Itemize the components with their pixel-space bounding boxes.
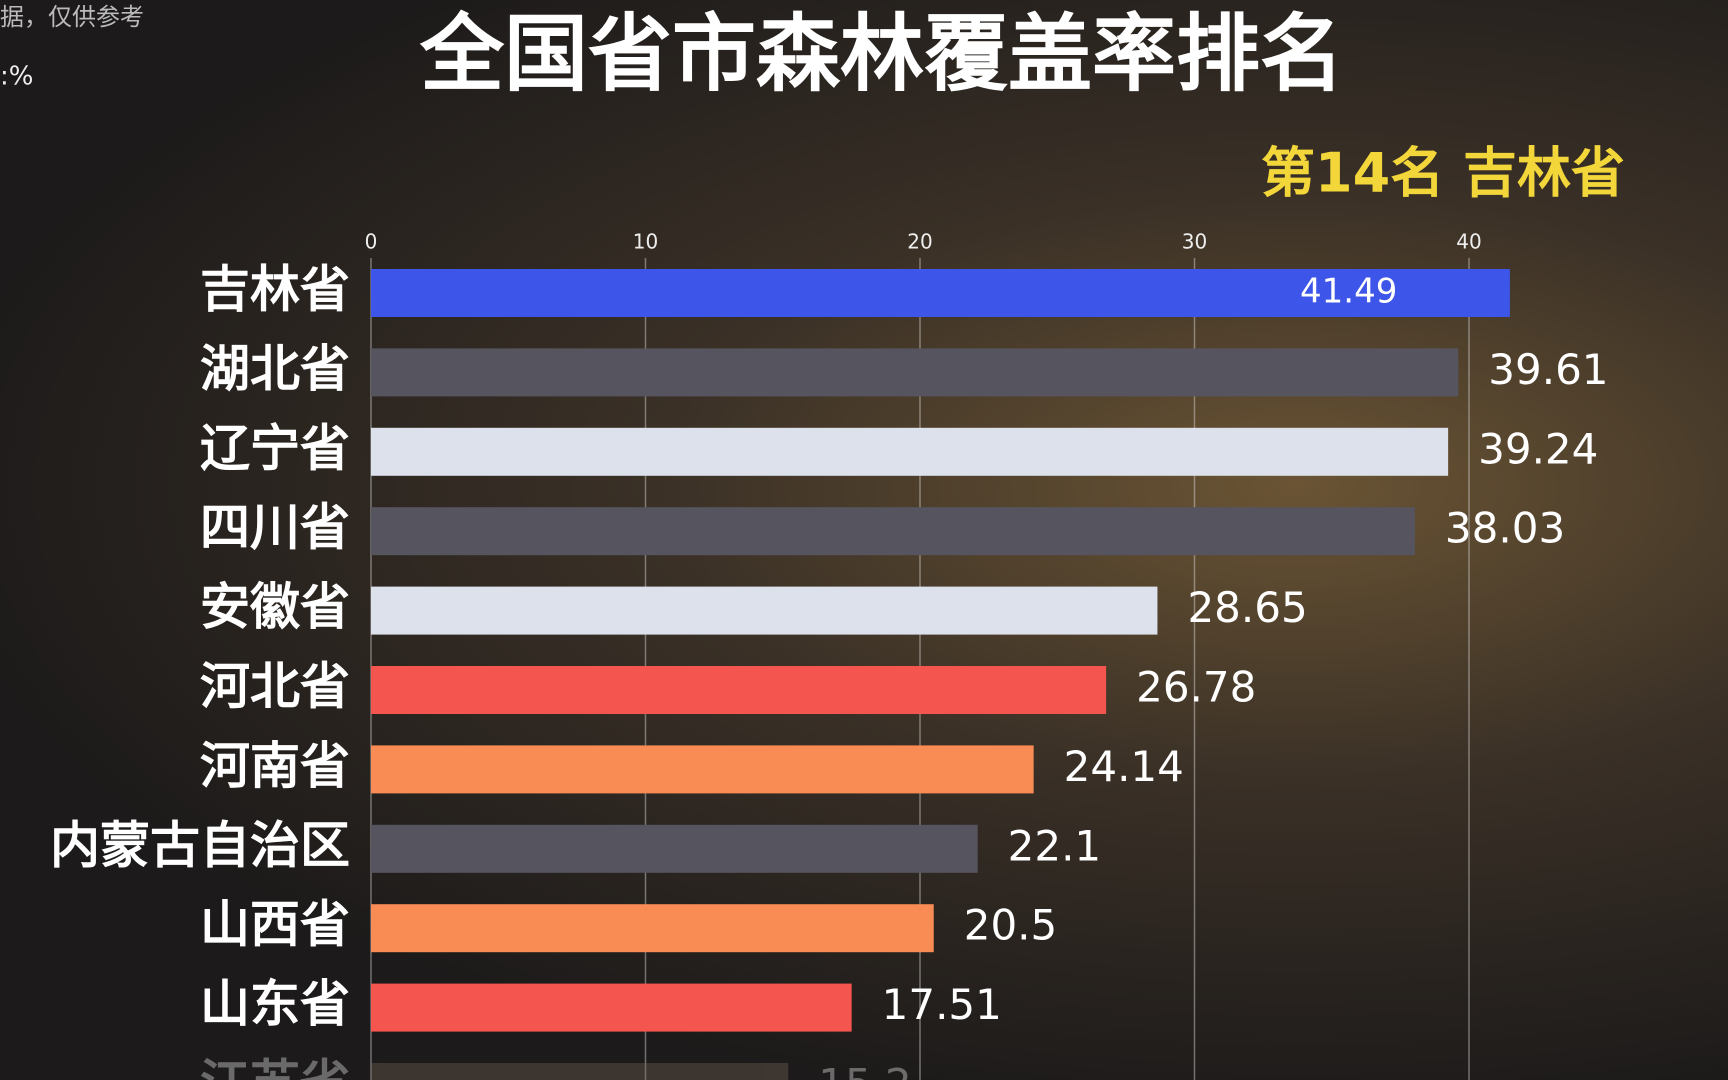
x-tick-label: 40 [1456,230,1481,254]
value-label: 15.2 [818,1060,912,1080]
category-label: 江苏省 [200,1055,350,1080]
category-label: 湖北省 [200,340,350,398]
bar-row: 吉林省 41.49 [200,261,1510,319]
x-tick-label: 0 [365,230,378,254]
category-label: 吉林省 [200,261,350,319]
bar-row: 湖北省 39.61 [200,340,1609,398]
bar [371,745,1034,794]
unit-note: :% [0,62,33,92]
bar [371,824,978,873]
bar [371,983,852,1032]
bar-row: 山东省 17.51 [200,975,1002,1033]
x-tick-label: 20 [907,230,932,254]
value-label: 17.51 [882,980,1002,1029]
bar [371,348,1459,397]
bar-row: 河南省 24.14 [200,737,1184,795]
bar-row: 河北省 26.78 [200,658,1256,716]
value-label: 20.5 [964,901,1058,950]
bar-row: 辽宁省 39.24 [200,419,1598,477]
bar [371,1063,789,1080]
category-label: 辽宁省 [200,419,350,477]
value-label: 39.24 [1478,424,1598,473]
chart-subtitle: 第14名 吉林省 [1261,142,1625,205]
category-label: 河南省 [200,737,350,795]
bar-row: 江苏省 15.2 [200,1055,912,1080]
x-tick-label: 30 [1182,230,1207,254]
value-label: 28.65 [1187,583,1307,632]
category-label: 安徽省 [200,578,350,636]
chart-title: 全国省市森林覆盖率排名 [419,5,1344,103]
value-label: 39.61 [1488,345,1608,394]
bar [371,666,1107,714]
category-label: 内蒙古自治区 [50,816,350,874]
bar [371,427,1449,476]
bar [371,904,934,953]
bar [371,507,1415,556]
bar-row: 内蒙古自治区 22.1 [50,816,1101,874]
value-label: 24.14 [1064,742,1184,791]
bar-row: 四川省 38.03 [200,499,1565,557]
value-label: 22.1 [1008,821,1102,870]
x-tick-label: 10 [633,230,658,254]
bar-row: 山西省 20.5 [200,896,1057,954]
value-label: 41.49 [1300,272,1397,312]
category-label: 山西省 [200,896,350,954]
bar [371,586,1158,635]
note: 据，仅供参考 [0,3,144,31]
value-label: 26.78 [1136,663,1256,712]
category-label: 四川省 [200,499,350,557]
category-label: 山东省 [200,975,350,1033]
bar-row: 安徽省 28.65 [200,578,1308,636]
category-label: 河北省 [200,658,350,716]
value-label: 38.03 [1445,504,1565,553]
bar [371,269,1510,317]
